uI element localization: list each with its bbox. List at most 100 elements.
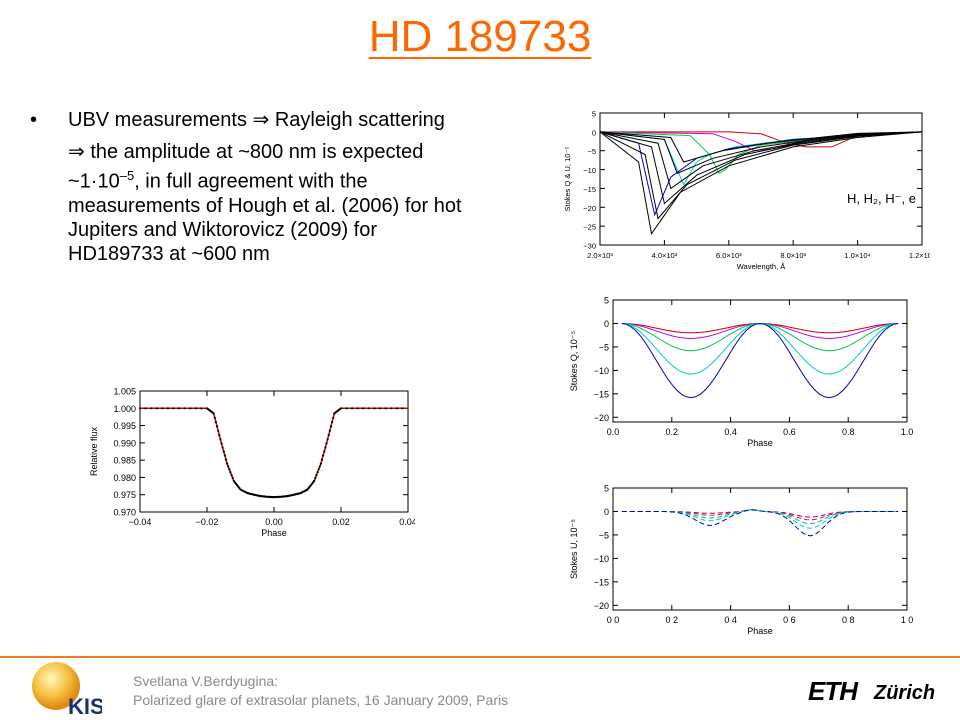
plot-frame [612,487,908,611]
x-tick-label: 1 0 [901,615,914,625]
lightcurve-chart: −0.04 −0.02 0.00 0.02 0.04 0.970 0.975 0.980 0.9… [89,387,415,539]
data-point [217,429,220,432]
y-axis-label: Stokes U, 10⁻⁵ [569,519,579,579]
x-tick-label: 0.6 [783,427,796,437]
y-tick-label: −15 [594,389,609,399]
stokes-u-phase-chart: 0 0 0 2 0 4 0 6 0 8 1 0 −20 −15 −10 −5 0 5 Phase Stok… [569,484,914,637]
y-axis-label: Stokes Q, 10⁻⁵ [569,330,579,391]
data-point [224,458,228,461]
data-point [230,474,233,477]
y-tick-label: −5 [599,530,609,540]
bullet-main-text: UBV measurements ⇒ Rayleigh scattering [68,108,445,132]
x-tick-label: −0.04 [129,517,152,527]
x-tick-label: 0 0 [607,615,620,625]
x-tick-label: 1.0×10⁴ [844,251,870,260]
data-point [379,407,382,410]
data-point [216,425,219,428]
data-point [390,407,393,410]
series-line [599,131,923,186]
data-point [313,479,316,482]
data-point [223,454,226,457]
y-axis-label: Stokes Q & U, 10⁻⁵ [563,146,572,211]
bullet-symbol: • [30,109,38,131]
bullet-sub-paragraph: ⇒ the amplitude at ~800 nm is expected ~… [68,140,550,266]
data-point [326,438,329,441]
data-point [150,407,153,410]
data-point [214,421,217,424]
x-tick-label: 1.0 [901,427,914,437]
sub-line-3: measurements of Hough et al. (2006) for … [68,194,462,217]
data-point [395,407,398,410]
data-point [155,407,158,410]
x-tick-label: 8.0×10³ [780,251,806,260]
eth-zurich-logo: ETH Zürich [808,676,935,706]
series-line [621,322,899,352]
data-point [317,468,320,471]
data-point [367,407,370,410]
y-tick-label: 0.990 [113,438,136,448]
x-tick-label: −0.02 [196,517,219,527]
x-tick-label: 0 8 [842,615,855,625]
y-tick-label: 0 [592,128,596,137]
x-tick-label: 4.0×10³ [652,251,678,260]
y-tick-label: −15 [583,185,596,194]
y-tick-label: −20 [583,204,596,213]
data-point [332,416,335,419]
x-axis-label: Phase [747,438,773,448]
data-point [161,407,164,410]
series-line [621,322,899,399]
plot-frame [612,299,908,423]
species-annotation: H, H₂, H⁻, e [847,191,916,206]
x-tick-label: 2.0×10³ [587,251,613,260]
slide-title: HD 189733 [368,12,592,61]
data-point [194,407,197,410]
data-point [323,450,326,453]
data-point [339,407,343,410]
stokes-wavelength-chart: 2.0×10³ 4.0×10³ 6.0×10³ 8.0×10³ 1.0×10⁴ 1.2×1… [563,110,930,272]
y-tick-label: −5 [599,342,609,352]
footer-divider [0,656,960,658]
data-point [229,471,232,474]
data-point [189,407,192,410]
y-tick-label: −30 [583,242,596,251]
data-point [226,462,229,465]
y-axis-label: Relative flux [89,426,99,476]
data-point [356,407,359,410]
series-line [599,131,923,235]
x-tick-label: 0 2 [666,615,679,625]
y-tick-label: −25 [583,223,596,232]
data-point [138,407,142,410]
sub-line-2: ~1·10–5, in full agreement with the [68,164,550,194]
series-line [599,131,923,220]
sub-line-2-b: , in full agreement with the [134,170,368,193]
plot-frame [599,112,923,246]
series-line [599,131,923,205]
sun-icon [32,662,80,710]
x-axis-label: Phase [747,626,773,636]
model-line [140,407,408,498]
data-point [144,407,147,410]
data-point [325,442,328,445]
data-point [212,412,215,415]
data-point [228,468,231,471]
bullet-main-suffix: Rayleigh scattering [269,109,445,131]
data-point [183,407,186,410]
y-tick-label: 5 [592,110,596,119]
implies-arrow-sub: ⇒ [68,141,85,163]
bullet-main: • UBV measurements ⇒ Rayleigh scattering [30,108,550,132]
x-tick-label: 0 4 [724,615,737,625]
data-point [327,434,330,437]
y-tick-label: −5 [587,147,596,156]
y-tick-label: 5 [604,296,609,306]
data-point [221,446,224,449]
data-point [320,458,324,461]
series-line [599,131,923,217]
sub-line-1-text: the amplitude at ~800 nm is expected [84,141,424,163]
series-line [621,322,899,334]
x-axis-label: Phase [261,528,287,538]
data-point [315,474,318,477]
implies-arrow: ⇒ [252,109,270,131]
y-tick-label: 0.995 [113,421,136,431]
x-axis-label: Wavelength, Å [737,262,786,271]
x-tick-label: 0.04 [399,517,415,527]
